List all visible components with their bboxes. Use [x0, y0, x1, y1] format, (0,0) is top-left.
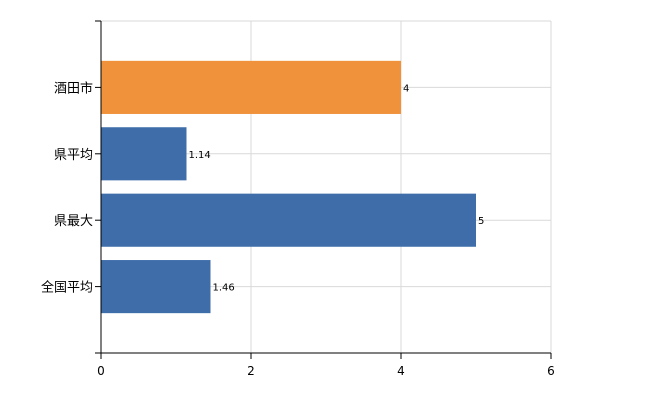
bar-2 — [101, 193, 476, 247]
category-label: 酒田市 — [54, 80, 93, 96]
data-label: 1.46 — [213, 283, 235, 294]
bars — [101, 60, 476, 314]
x-tick-label: 4 — [397, 364, 405, 378]
x-tick-label: 6 — [547, 364, 555, 378]
axes — [95, 20, 552, 359]
category-label: 全国平均 — [41, 280, 93, 296]
category-label: 県最大 — [54, 214, 93, 229]
category-label: 県平均 — [54, 148, 93, 163]
bar-1 — [101, 127, 187, 181]
x-tick-label: 0 — [97, 364, 105, 378]
data-label: 1.14 — [189, 150, 211, 161]
data-label: 5 — [478, 216, 484, 227]
bar-0 — [101, 60, 401, 114]
bar-3 — [101, 260, 211, 314]
labels: 4 酒田市 1.14 県平均 5 県最大 1.46 全国平均 0 2 4 6 — [41, 80, 555, 378]
x-tick-label: 2 — [247, 364, 255, 378]
data-label: 4 — [403, 83, 409, 94]
